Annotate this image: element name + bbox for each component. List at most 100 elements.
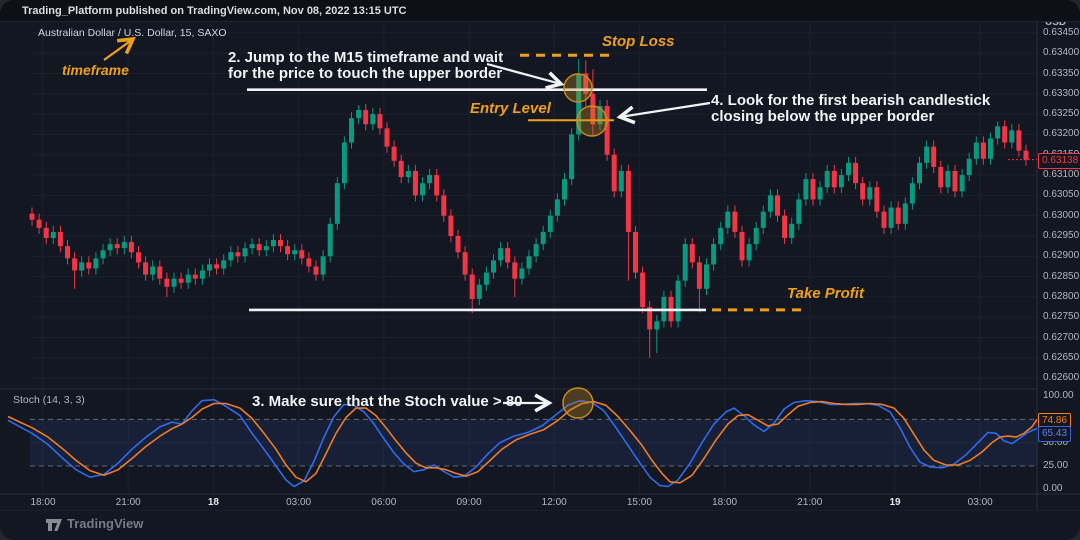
candle — [192, 268, 198, 285]
candle — [65, 240, 70, 265]
candle — [86, 256, 92, 275]
candle — [625, 164, 631, 281]
annotation-step4: 4. Look for the first bearish candlestic… — [711, 92, 991, 125]
candle — [810, 173, 816, 206]
candle — [782, 209, 788, 245]
candle — [739, 225, 745, 267]
candle — [398, 154, 404, 184]
candle — [334, 177, 340, 230]
brand-text[interactable]: TradingView — [67, 516, 144, 531]
annotation-step2: 2. Jump to the M15 timeframe and wait fo… — [228, 49, 504, 82]
candle — [50, 225, 56, 245]
candle — [221, 254, 227, 275]
candle — [121, 235, 127, 255]
candle — [207, 258, 212, 277]
stoch-k-line — [7, 398, 1038, 488]
candle — [157, 260, 163, 285]
candle — [313, 260, 319, 281]
symbol-title[interactable]: Australian Dollar / U.S. Dollar, 15, SAX… — [38, 27, 227, 39]
candle — [803, 173, 809, 206]
candle — [505, 242, 511, 269]
candle — [363, 103, 369, 131]
candle — [853, 156, 859, 190]
stoch-d-line — [7, 400, 1038, 484]
candle — [888, 201, 894, 234]
candle — [838, 168, 844, 194]
candle — [256, 238, 262, 257]
candle — [292, 244, 298, 261]
grid-lines — [0, 22, 1080, 510]
candle — [554, 193, 560, 222]
candle — [320, 250, 326, 281]
candle — [150, 260, 156, 281]
candle — [448, 209, 454, 243]
candle — [675, 274, 681, 328]
candle — [100, 244, 106, 265]
candle — [384, 122, 390, 153]
candle — [704, 258, 709, 295]
candle — [72, 252, 78, 289]
candle — [1016, 124, 1022, 157]
stoch-legend[interactable]: Stoch (14, 3, 3) — [13, 394, 85, 406]
candle — [412, 164, 418, 202]
candle — [980, 136, 986, 165]
candle — [767, 189, 773, 218]
currency-label: USD — [1045, 17, 1067, 28]
candle — [860, 177, 866, 206]
candle — [356, 105, 362, 125]
candle — [341, 136, 347, 190]
candle — [760, 205, 766, 234]
candle — [349, 112, 354, 149]
candle — [611, 148, 617, 198]
candle — [931, 140, 937, 174]
candle — [43, 221, 49, 245]
candle — [519, 262, 525, 285]
candle — [164, 272, 170, 297]
entry-candle-circle — [576, 105, 608, 137]
candle — [533, 238, 539, 263]
candle — [959, 168, 965, 198]
timeframe-arrow — [103, 36, 136, 61]
candle — [214, 258, 220, 275]
candle — [185, 268, 191, 289]
candle — [79, 256, 85, 277]
candle — [526, 250, 532, 275]
candle — [405, 164, 411, 184]
candle — [938, 160, 944, 194]
candle — [441, 189, 447, 222]
candle — [36, 213, 42, 234]
candle — [263, 240, 269, 257]
tradingview-logo-icon[interactable] — [45, 517, 63, 533]
candle — [902, 197, 908, 230]
candle — [1002, 120, 1008, 149]
candle — [696, 256, 702, 313]
candle — [107, 238, 113, 257]
candle — [874, 181, 880, 218]
candle — [973, 136, 979, 165]
annotation-step3: 3. Make sure that the Stoch value > 80 — [252, 393, 523, 410]
footer-bar: TradingView — [0, 510, 1080, 540]
candle — [512, 256, 518, 297]
annotation-shapes — [103, 36, 711, 419]
candle — [391, 140, 397, 167]
candle — [618, 164, 624, 198]
candle — [57, 225, 63, 253]
candle — [945, 164, 951, 194]
candle — [242, 242, 248, 263]
timeframe-label: timeframe — [62, 62, 129, 78]
candle — [327, 217, 333, 263]
candle — [590, 69, 596, 137]
candle — [462, 246, 468, 281]
candle — [483, 266, 489, 291]
candle — [498, 242, 504, 267]
candle — [370, 108, 376, 131]
candle — [427, 168, 433, 190]
candle — [540, 225, 546, 251]
candle — [278, 233, 283, 253]
attribution-text: Trading_Platform published on TradingVie… — [22, 5, 407, 17]
stop-loss-label: Stop Loss — [602, 33, 675, 50]
candle — [29, 207, 35, 226]
candle — [746, 238, 752, 267]
